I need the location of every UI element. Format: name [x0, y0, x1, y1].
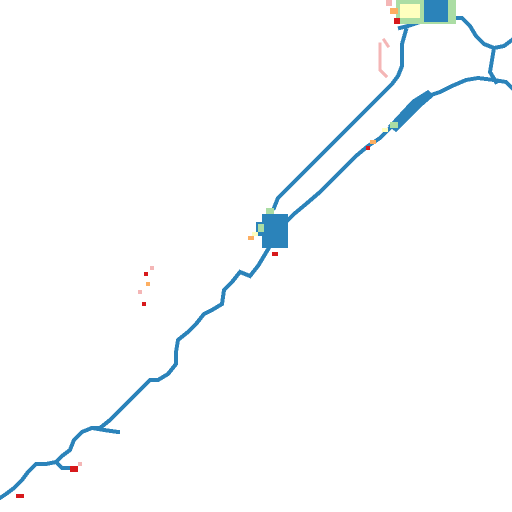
bottom-hotspot-2: [16, 494, 24, 498]
isolated-point-5: [142, 302, 146, 306]
junction-blob-orange: [248, 236, 254, 240]
branch-density-green: [390, 122, 398, 128]
hotspot-top-yellow: [400, 4, 420, 18]
junction-blob-core: [262, 214, 288, 248]
isolated-point-1: [150, 266, 154, 270]
branch-density-yellow: [382, 128, 388, 132]
junction-blob-green-top: [266, 208, 274, 214]
junction-blob-red: [272, 252, 278, 256]
hotspot-top-red-2: [386, 0, 392, 6]
isolated-point-4: [138, 290, 142, 294]
hotspot-top-blue: [424, 0, 448, 22]
faint-pink-ring: [380, 40, 388, 76]
track-side-spur: [92, 428, 118, 432]
isolated-point-2: [144, 272, 148, 276]
isolated-point-3: [146, 282, 150, 286]
hotspot-top-red: [394, 18, 400, 24]
branch-density-orange: [370, 140, 376, 144]
track-main-descent: [0, 246, 270, 498]
branch-density-red: [366, 146, 370, 150]
bottom-hotspot-1-halo: [78, 462, 82, 466]
hotspot-top-orange: [390, 8, 398, 14]
track-lower-right-branch: [282, 78, 512, 232]
junction-blob-yellow: [252, 232, 258, 236]
track-top-loop-right-side: [490, 48, 496, 82]
track-upper-left-branch: [274, 30, 406, 208]
junction-blob-green: [258, 224, 264, 232]
bottom-hotspot-1: [70, 466, 78, 472]
